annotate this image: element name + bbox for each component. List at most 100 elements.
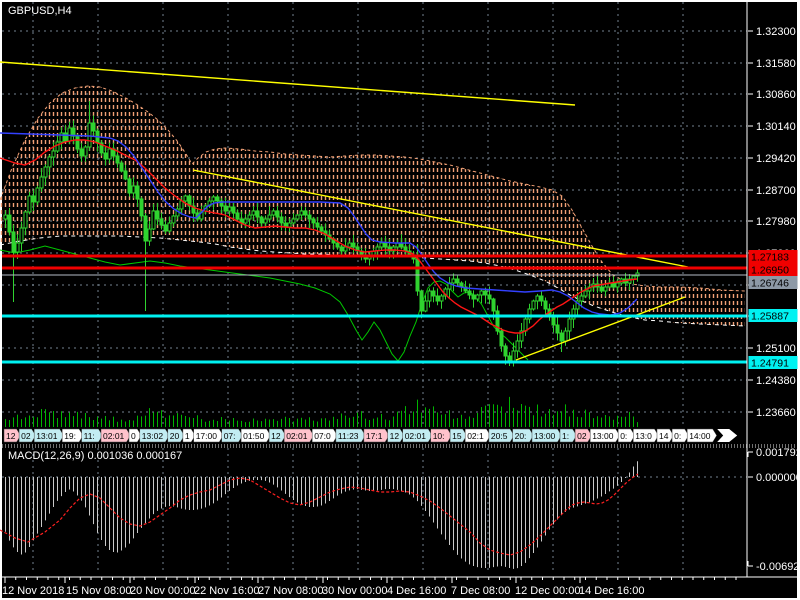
time-axis-label: 4 Dec 16:00: [387, 585, 446, 597]
tenkan-sen: [0, 139, 638, 334]
symbol-timeframe-label: GBPUSD,H4: [8, 5, 72, 17]
time-tag: [430, 428, 452, 443]
candle-body: [43, 166, 48, 178]
time-tag-text: 02: [577, 431, 587, 441]
time-tag-text: 1:: [562, 431, 569, 441]
time-axis-label: 12 Dec 00:00: [515, 585, 580, 597]
main-chart-plot[interactable]: [2, 2, 747, 427]
resistance-price-label: 1.27183: [751, 252, 789, 264]
candle-body: [503, 345, 508, 357]
time-tag-text: 02:01: [286, 431, 308, 441]
candle-body: [243, 218, 248, 224]
candle-body: [59, 132, 64, 143]
candle-body: [131, 185, 136, 194]
candle-body: [39, 176, 44, 189]
candle-body: [627, 278, 632, 284]
support-price-label-bg: [748, 356, 798, 369]
tag-strip-end-arrow-icon: [717, 429, 738, 442]
candle-body: [519, 330, 524, 342]
window-separator-handle[interactable]: [2, 444, 747, 448]
price-tick-label: 1.23660: [756, 407, 796, 419]
candle-body: [79, 148, 84, 157]
time-tag: [512, 428, 534, 443]
time-tag-text: 12: [271, 431, 281, 441]
candle-body: [183, 195, 188, 202]
candle-body: [471, 294, 476, 300]
time-tag: [139, 428, 170, 443]
time-tag-text: 07:0: [314, 431, 331, 441]
candle-body: [107, 148, 112, 160]
time-tag-text: 12: [6, 431, 16, 441]
candle-body: [467, 290, 472, 296]
candle-body: [99, 142, 104, 154]
candle-body: [427, 290, 432, 302]
price-scale-area[interactable]: [748, 2, 798, 575]
time-axis-label: 30 Nov 00:00: [322, 585, 387, 597]
candle-body: [535, 295, 540, 302]
time-tag: [531, 428, 562, 443]
candle-body: [347, 242, 352, 248]
time-tag-row[interactable]: [2, 427, 747, 444]
time-tag-text: 12: [390, 431, 400, 441]
candle-body: [279, 216, 284, 224]
time-scale-area[interactable]: [2, 577, 797, 598]
candle-body: [223, 205, 228, 212]
time-scale: 12 Nov 201815 Nov 08:0020 Nov 00:0022 No…: [2, 576, 797, 597]
time-tag-text: 02:1: [467, 431, 484, 441]
candle-body: [15, 242, 20, 253]
time-tag: [633, 428, 659, 443]
time-tag-text: 11:: [84, 431, 95, 441]
candle-body: [171, 215, 176, 224]
time-axis-label: 20 Nov 00:00: [130, 585, 195, 597]
time-tag: [449, 428, 467, 443]
candle-body: [163, 224, 168, 232]
candle-body: [83, 146, 88, 157]
candle-body: [579, 295, 584, 302]
price-tick-label: 1.24380: [756, 375, 796, 387]
candle-body: [147, 228, 152, 242]
candle-body: [3, 214, 8, 220]
candle-body: [531, 300, 536, 310]
time-tag-text: 20: [170, 431, 180, 441]
candle-body: [135, 185, 140, 200]
candle-body: [275, 210, 280, 218]
candle-body: [231, 206, 236, 214]
price-tick-label: 1.28700: [756, 185, 796, 197]
time-tag-text: 07:: [224, 431, 236, 441]
time-tag: [182, 428, 196, 443]
candle-body: [271, 210, 276, 216]
price-tick-label: 1.29420: [756, 153, 796, 165]
volume-layer: [5, 396, 638, 427]
time-tag-text: 1: [185, 431, 190, 441]
macd-plot[interactable]: [2, 448, 747, 574]
price-tick-label: 1.30860: [756, 89, 796, 101]
resistance-price-label-bg: [748, 250, 798, 263]
candle-body: [483, 290, 488, 296]
bid-price-label: 1.26746: [751, 278, 789, 290]
time-axis-label: 27 Nov 08:00: [258, 585, 323, 597]
candle-body: [391, 246, 396, 252]
candle-body: [31, 195, 36, 203]
candle-body: [475, 294, 480, 300]
candle-body: [423, 300, 428, 312]
candle-body: [291, 218, 296, 224]
candle-body: [251, 210, 256, 216]
support-price-label-bg: [748, 309, 798, 322]
macd-tick-label: -0.006927: [756, 561, 800, 573]
candle-body: [451, 278, 456, 284]
ichimoku-cloud: [0, 85, 746, 327]
time-tag-strip: 120213:0119:11:02:01013:0220117:0007:01:…: [3, 428, 738, 443]
candle-body: [539, 295, 544, 302]
candle-body: [379, 242, 384, 248]
candle-body: [63, 132, 68, 142]
candle-body: [487, 294, 492, 300]
candle-body: [119, 162, 124, 172]
time-tag: [671, 428, 689, 443]
candle-body: [259, 216, 264, 224]
candle-body: [319, 226, 324, 232]
time-tag: [574, 428, 592, 443]
candle-body: [435, 295, 440, 302]
candle-body: [295, 214, 300, 220]
candle-body: [7, 214, 12, 233]
